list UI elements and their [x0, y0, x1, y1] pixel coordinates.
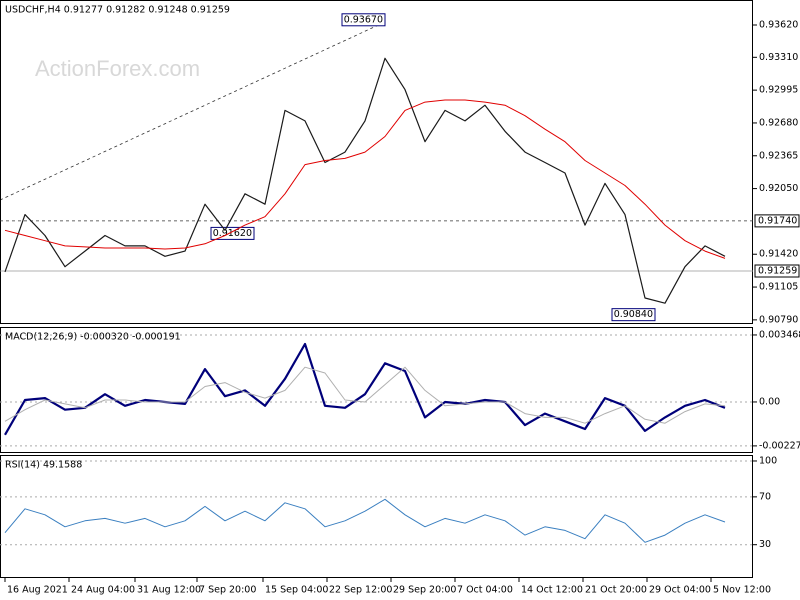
annotation-label: 0.90840	[614, 309, 653, 320]
watermark: ActionForex.com	[35, 56, 200, 81]
y-tick-label: 70	[759, 491, 771, 502]
x-tick-label: 14 Oct 12:00	[521, 585, 583, 596]
y-tick-label: 0.93310	[759, 52, 798, 63]
x-tick-label: 24 Aug 04:00	[71, 585, 135, 596]
series-line	[4, 498, 726, 543]
x-tick-label: 5 Nov 12:00	[713, 585, 771, 596]
series-line	[4, 366, 726, 424]
annotation-box	[341, 13, 386, 27]
y-tick-label: 30	[759, 539, 771, 550]
level-label-box	[754, 214, 800, 228]
y-tick-label: 0.92050	[759, 183, 798, 194]
panel-frame	[0, 327, 753, 453]
x-tick-label: 7 Sep 20:00	[199, 585, 256, 596]
x-tick-label: 31 Aug 12:00	[137, 585, 201, 596]
y-tick-label: 0.93620	[759, 20, 798, 31]
x-tick-label: 29 Sep 20:00	[393, 585, 456, 596]
panel-title: MACD(12,26,9) -0.000320 -0.000191	[5, 332, 181, 343]
annotation-box	[611, 308, 656, 322]
series-line	[4, 99, 726, 259]
y-tick-label: 0.91105	[759, 282, 798, 293]
y-tick-label: 100	[759, 455, 777, 466]
x-tick-label: 22 Sep 12:00	[329, 585, 392, 596]
x-tick-label: 7 Oct 04:00	[457, 585, 513, 596]
annotation-label: 0.93670	[344, 14, 383, 25]
y-tick-label: 0.90790	[759, 314, 798, 325]
level-label: 0.91740	[758, 215, 797, 226]
y-tick-label: 0.00	[759, 396, 780, 407]
series-line	[4, 57, 726, 304]
annotation-label: 0.91620	[213, 228, 252, 239]
level-label-box	[754, 264, 800, 278]
level-label: 0.91259	[758, 266, 797, 277]
y-tick-label: 0.92995	[759, 85, 798, 96]
panel-title: USDCHF,H4 0.91277 0.91282 0.91248 0.9125…	[5, 5, 230, 16]
panel-frame	[0, 455, 753, 578]
y-tick-label: -0.002274	[759, 440, 800, 451]
y-tick-label: 0.91420	[759, 249, 798, 260]
x-tick-label: 15 Sep 04:00	[265, 585, 328, 596]
x-tick-label: 16 Aug 2021	[7, 585, 68, 596]
panel-title: RSI(14) 49.1588	[5, 460, 82, 471]
y-tick-label: 0.003468	[759, 329, 800, 340]
series-line	[4, 342, 726, 436]
y-tick-label: 0.92680	[759, 117, 798, 128]
y-tick-label: 0.92365	[759, 150, 798, 161]
panel-frame	[0, 0, 753, 324]
x-tick-label: 21 Oct 20:00	[585, 585, 647, 596]
x-tick-label: 29 Oct 04:00	[649, 585, 711, 596]
trend-line	[0, 21, 386, 201]
